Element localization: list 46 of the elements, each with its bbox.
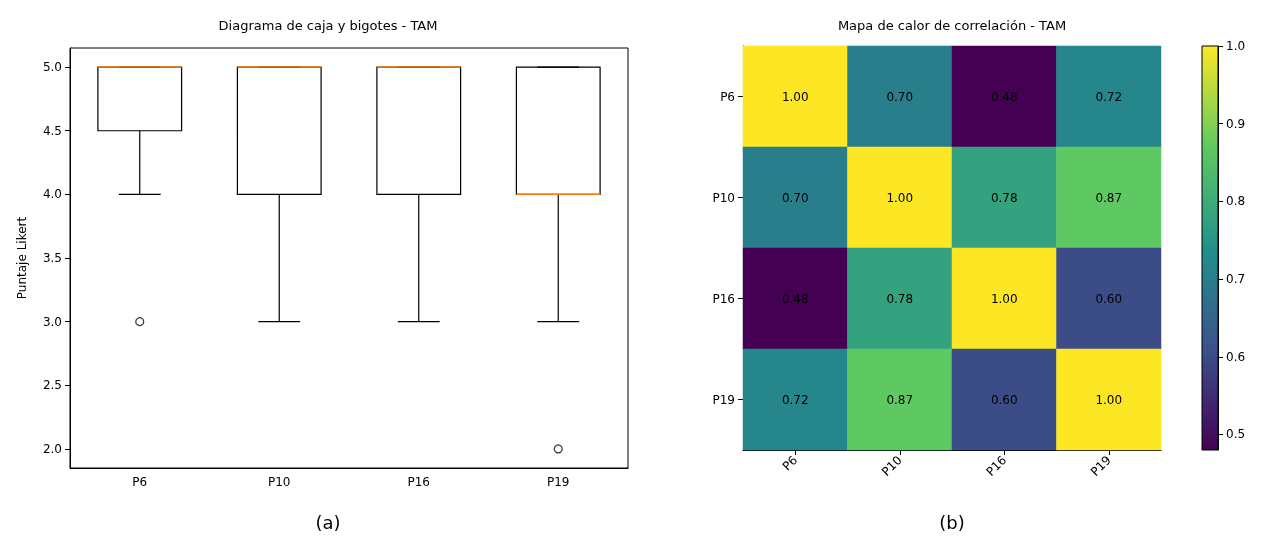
x-tick-label: P6 bbox=[779, 453, 801, 474]
color-bar-label: 0.7 bbox=[1226, 272, 1246, 287]
data-label: 0.70 bbox=[886, 89, 914, 104]
data-label: 0.60 bbox=[990, 392, 1018, 407]
x-tick-label: P10 bbox=[267, 475, 291, 489]
data-label: 0.72 bbox=[781, 392, 809, 407]
color-bar-label: 0.5 bbox=[1226, 427, 1246, 442]
y-tick-label: 3.0 bbox=[42, 314, 62, 329]
color-bar-label: 0.6 bbox=[1226, 349, 1246, 364]
text: (b) bbox=[939, 511, 965, 533]
chart-title: Mapa de calor de correlación - TAM bbox=[837, 18, 1067, 33]
x-tick-label: P6 bbox=[132, 475, 148, 489]
color-bar-label: 0.9 bbox=[1226, 116, 1246, 131]
y-tick-label: P6 bbox=[720, 89, 735, 104]
text: (a) bbox=[315, 511, 341, 533]
data-label: 1.00 bbox=[1095, 392, 1123, 407]
data-label: 1.00 bbox=[781, 89, 809, 104]
y-tick-label: 4.5 bbox=[42, 123, 62, 138]
y-tick-label: 3.5 bbox=[42, 251, 62, 265]
data-label: 0.70 bbox=[781, 190, 809, 205]
data-label: 0.87 bbox=[1095, 190, 1123, 205]
y-axis-title: Puntaje Likert bbox=[15, 216, 29, 300]
data-label: 0.48 bbox=[990, 89, 1018, 104]
y-tick-label: 2.0 bbox=[42, 441, 62, 456]
data-label: 0.48 bbox=[781, 291, 809, 306]
chart-title: Diagrama de caja y bigotes - TAM bbox=[218, 18, 438, 33]
x-tick-label: P19 bbox=[1087, 453, 1114, 479]
data-label: 1.00 bbox=[990, 291, 1018, 306]
y-tick-label: 4.0 bbox=[42, 187, 62, 202]
y-tick-label: 5.0 bbox=[42, 60, 62, 75]
data-label: 0.72 bbox=[1095, 89, 1123, 104]
x-tick-label: P16 bbox=[407, 475, 431, 489]
y-tick-label: P19 bbox=[712, 392, 735, 407]
data-label: 0.60 bbox=[1095, 291, 1123, 306]
y-tick-label: P10 bbox=[712, 190, 735, 205]
y-tick-label: P16 bbox=[712, 291, 735, 306]
color-bar-label: 0.8 bbox=[1226, 194, 1246, 209]
x-tick-label: P19 bbox=[546, 475, 570, 489]
data-label: 1.00 bbox=[886, 190, 914, 205]
data-label: 0.78 bbox=[886, 291, 914, 306]
data-label: 0.78 bbox=[990, 190, 1018, 205]
x-tick-label: P16 bbox=[983, 453, 1010, 479]
x-tick-label: P10 bbox=[878, 453, 905, 479]
color-bar-label: 1.0 bbox=[1226, 39, 1246, 53]
y-tick-label: 2.5 bbox=[42, 378, 62, 393]
data-label: 0.87 bbox=[886, 392, 914, 407]
